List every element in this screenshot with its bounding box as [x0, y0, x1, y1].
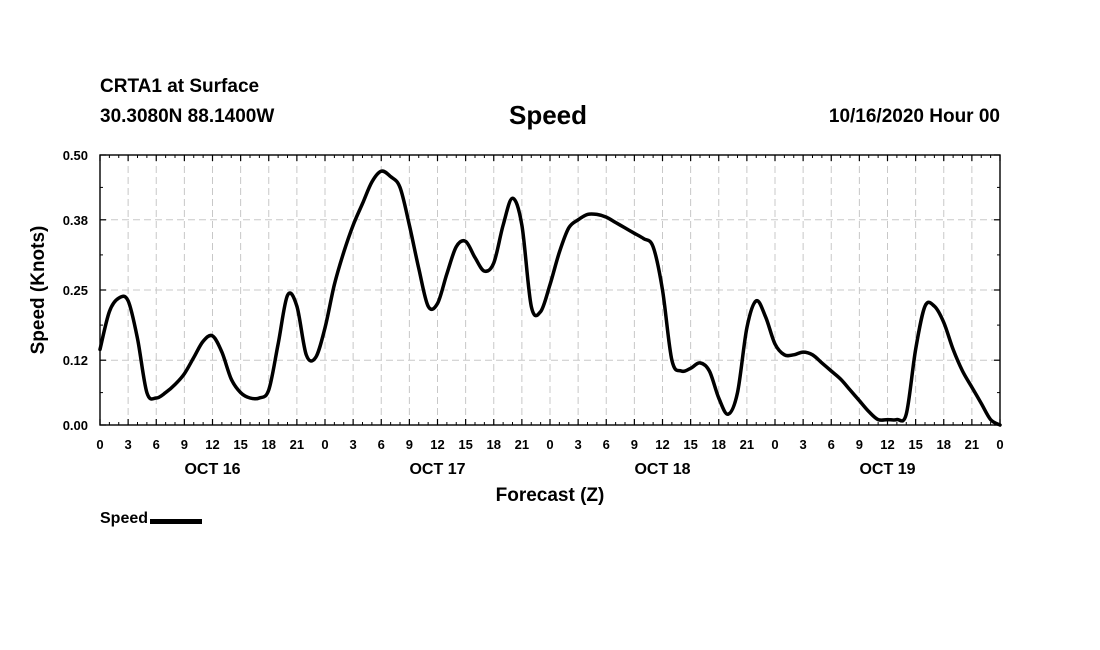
x-tick-label: 12 — [430, 437, 444, 452]
y-tick-label: 0.00 — [63, 418, 88, 433]
x-tick-label: 12 — [655, 437, 669, 452]
x-tick-label: 0 — [771, 437, 778, 452]
x-tick-label: 6 — [828, 437, 835, 452]
day-label: OCT 17 — [409, 461, 465, 478]
x-tick-label: 6 — [378, 437, 385, 452]
station-label: CRTA1 at Surface — [100, 76, 260, 97]
x-tick-label: 0 — [321, 437, 328, 452]
x-tick-label: 18 — [937, 437, 951, 452]
x-tick-label: 15 — [683, 437, 697, 452]
plot-frame — [99, 154, 1001, 426]
chart-title: Speed — [509, 100, 588, 130]
speed-series-line — [98, 169, 1002, 427]
x-tick-label: 18 — [712, 437, 726, 452]
x-tick-label: 0 — [546, 437, 553, 452]
x-tick-label: 0 — [996, 437, 1003, 452]
x-tick-label: 6 — [603, 437, 610, 452]
coordinates-label: 30.3080N 88.1400W — [100, 106, 275, 127]
x-tick-label: 21 — [740, 437, 754, 452]
x-tick-label: 12 — [205, 437, 219, 452]
legend-line-swatch — [150, 518, 203, 524]
x-tick-label: 3 — [800, 437, 807, 452]
x-tick-label: 15 — [233, 437, 247, 452]
x-tick-label: 21 — [290, 437, 304, 452]
x-tick-label: 6 — [153, 437, 160, 452]
x-tick-label: 21 — [515, 437, 529, 452]
x-tick-label: 9 — [181, 437, 188, 452]
x-tick-label: 21 — [965, 437, 979, 452]
y-tick-label: 0.12 — [63, 353, 88, 368]
x-tick-label: 9 — [631, 437, 638, 452]
y-axis-title: Speed (Knots) — [28, 226, 49, 355]
day-label: OCT 16 — [184, 461, 240, 478]
legend: Speed — [100, 510, 203, 528]
x-tick-label: 3 — [350, 437, 357, 452]
x-tick-label: 12 — [880, 437, 894, 452]
x-axis-title: Forecast (Z) — [496, 485, 605, 506]
x-tick-label: 3 — [125, 437, 132, 452]
legend-label: Speed — [100, 510, 149, 527]
x-tick-label: 3 — [575, 437, 582, 452]
x-tick-label: 9 — [406, 437, 413, 452]
x-tick-label: 15 — [908, 437, 922, 452]
x-tick-label: 18 — [262, 437, 276, 452]
x-tick-label: 9 — [856, 437, 863, 452]
y-tick-label: 0.25 — [63, 283, 88, 298]
y-tick-label: 0.50 — [63, 148, 88, 163]
x-tick-label: 15 — [458, 437, 472, 452]
run-time-label: 10/16/2020 Hour 00 — [828, 106, 1000, 127]
y-tick-label: 0.38 — [63, 213, 88, 228]
day-label: OCT 18 — [634, 461, 690, 478]
x-tick-label: 18 — [487, 437, 501, 452]
day-label: OCT 19 — [859, 461, 915, 478]
x-tick-label: 0 — [96, 437, 103, 452]
